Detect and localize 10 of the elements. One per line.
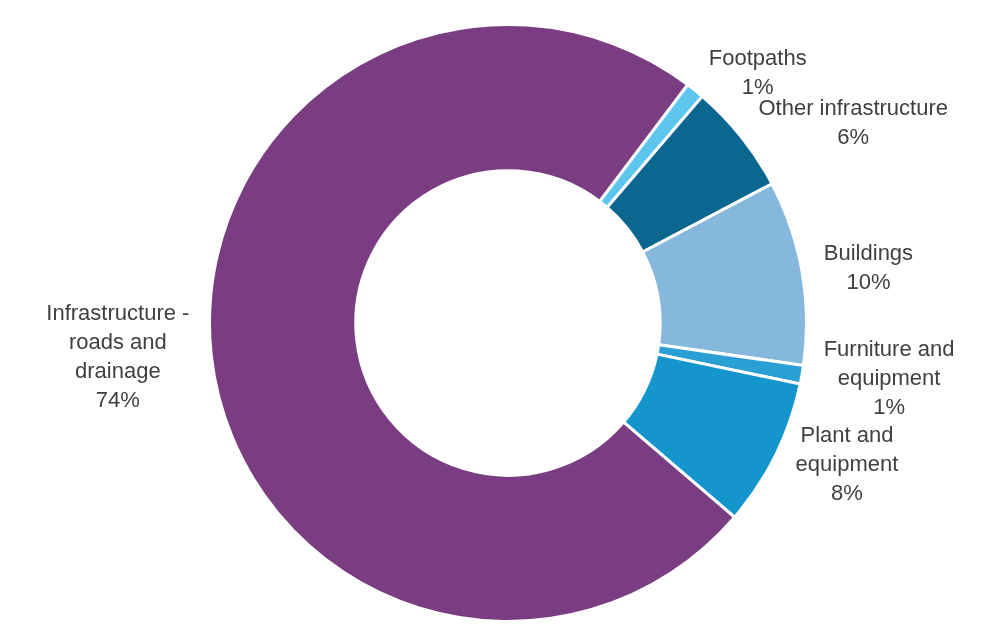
data-label: 74% [95,387,140,413]
slice-label: Buildings [823,240,914,266]
data-label: 8% [831,479,863,505]
data-label: 1% [873,393,905,419]
slice-label: Infrastructure - roads and drainage [46,300,190,384]
slice-label: Furniture and equipment [823,335,955,390]
slice-label: Plant and equipment [795,421,899,476]
data-label: 10% [846,269,891,295]
data-label: 6% [837,123,870,149]
slice-label: Footpaths [708,44,807,70]
